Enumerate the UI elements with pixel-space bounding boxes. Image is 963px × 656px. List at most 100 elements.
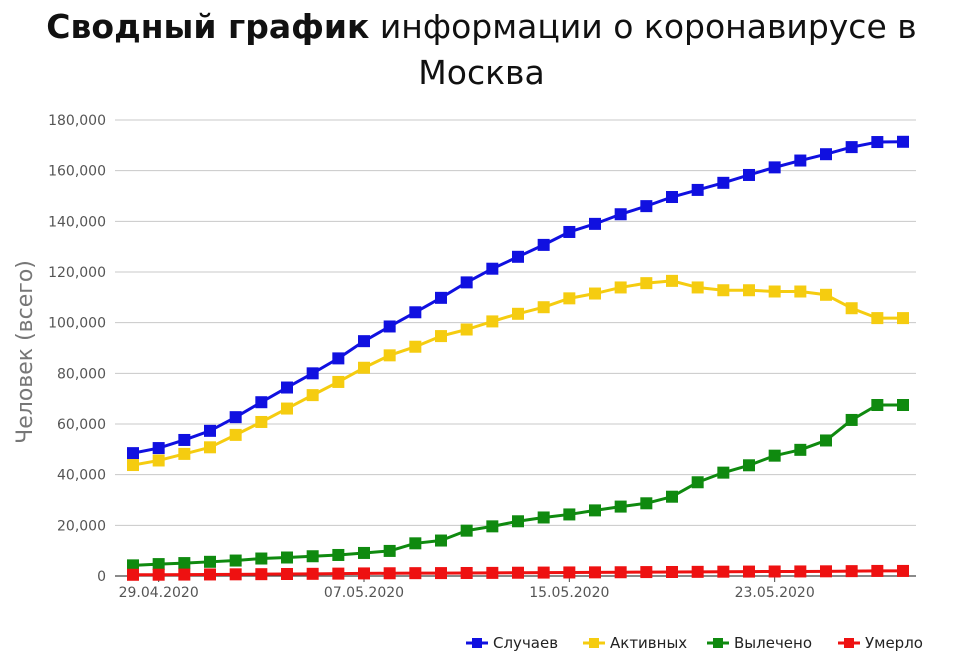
data-point [281,567,293,580]
y-tick-label: 0 [97,569,106,585]
y-tick-label: 180,000 [48,113,106,129]
data-point [409,340,422,353]
data-point [820,288,832,301]
data-point [460,566,473,579]
data-point [563,292,576,305]
data-point [306,550,319,563]
data-point [281,551,293,564]
data-point [743,459,755,472]
data-point [820,434,832,447]
legend-marker [713,638,723,648]
data-point [152,568,165,581]
legend-label: Случаев [493,634,558,652]
y-axis-ticks: 0 20,000 40,000 60,000 80,000 100,000 120,000 1… [48,113,106,585]
y-tick-label: 60,000 [57,417,106,433]
data-point [512,515,524,528]
data-point [332,375,345,388]
data-point [460,276,473,289]
data-point [537,238,550,251]
data-point [563,566,576,579]
legend-label: Вылечено [734,634,812,652]
data-point [127,459,139,472]
y-axis-label: Человек (всего) [13,260,38,444]
data-point [127,559,139,572]
data-point [358,335,370,348]
data-point [563,508,576,521]
data-point [486,566,499,579]
data-point [563,225,576,238]
data-point [435,291,447,304]
data-point [820,148,832,161]
data-point [691,565,704,578]
data-point [460,524,473,537]
data-point [717,284,730,297]
x-tick-label: 15.05.2020 [529,585,609,601]
series-group [127,135,909,581]
data-point [512,307,524,320]
data-point [768,161,781,174]
data-point [537,511,550,524]
legend-label: Активных [610,634,687,652]
data-point [409,537,422,550]
y-tick-label: 80,000 [57,366,106,382]
data-point [255,396,268,409]
data-point [435,534,447,547]
data-point [229,428,242,441]
data-point [897,564,909,577]
data-point [640,277,653,290]
data-point [332,352,345,365]
data-point [255,552,268,565]
data-point [306,389,319,402]
data-point [794,285,807,298]
data-point [460,323,473,336]
data-point [537,301,550,314]
chart-title-bold: Сводный график [46,7,370,46]
data-point [640,566,653,579]
data-point [332,548,345,561]
data-point [589,504,601,517]
data-point [897,135,909,148]
data-point [691,183,704,196]
data-point [383,320,396,333]
data-point [306,567,319,580]
y-tick-label: 100,000 [48,316,106,332]
data-point [871,564,884,577]
data-point [127,447,139,460]
data-point [512,566,524,579]
y-tick-label: 40,000 [57,468,106,484]
x-tick-label: 29.04.2020 [119,585,199,601]
data-point [409,567,422,580]
data-point [229,568,242,581]
data-point [845,141,858,154]
data-point [229,411,242,424]
data-point [666,274,678,287]
data-point [897,312,909,325]
data-point [358,546,370,559]
data-point [640,497,653,510]
data-point [204,568,216,581]
data-point [204,441,216,454]
data-point [358,361,370,374]
data-point [768,565,781,578]
data-point [717,176,730,189]
data-point [768,285,781,298]
data-point [281,402,293,415]
data-point [229,554,242,567]
data-point [845,565,858,578]
data-point [435,330,447,343]
y-tick-label: 140,000 [48,214,106,230]
legend: Случаев Активных Вылечено Умерло [466,634,923,652]
data-point [152,558,165,571]
data-point [743,284,755,297]
y-tick-label: 120,000 [48,265,106,281]
data-point [897,399,909,411]
data-point [871,312,884,325]
data-point [717,565,730,578]
data-point [691,281,704,294]
data-point [255,415,268,428]
data-point [127,568,139,581]
data-point [589,287,601,300]
data-point [537,566,550,579]
data-point [820,565,832,578]
